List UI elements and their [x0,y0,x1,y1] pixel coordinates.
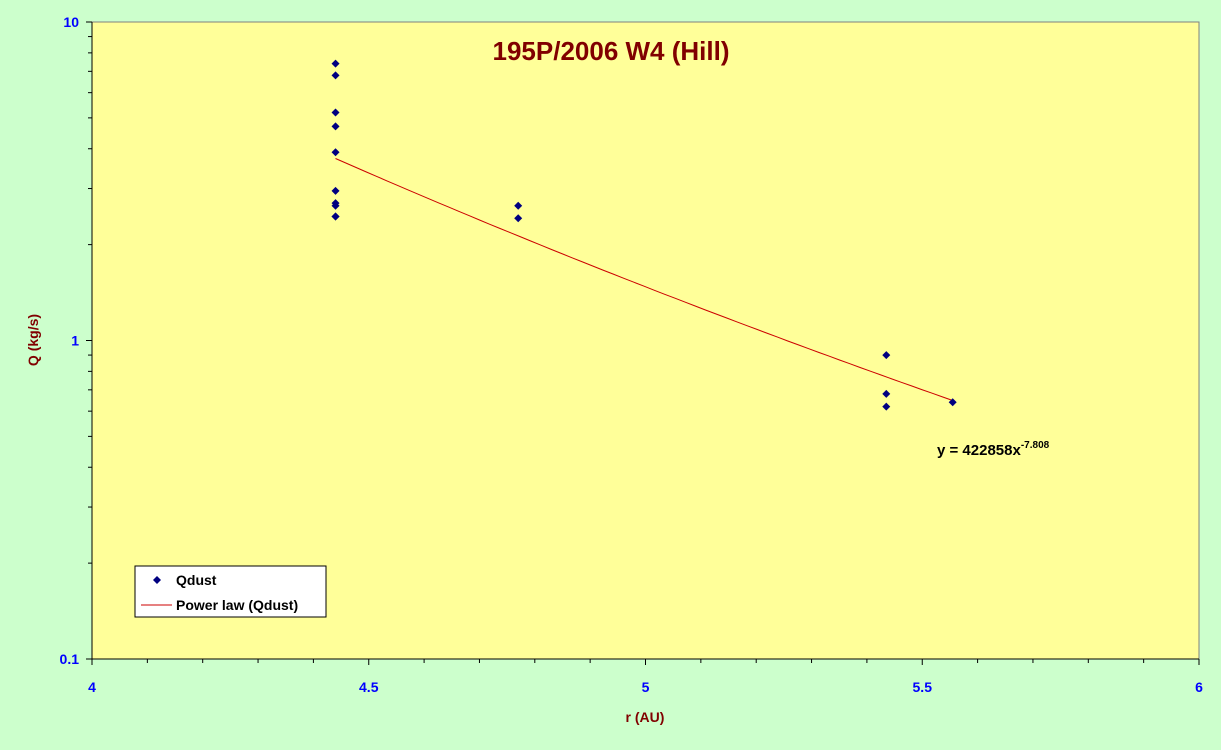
data-point [882,402,891,411]
trendline-equation-exponent: -7.808 [1021,440,1050,451]
y-tick-labels: 10 1 0.1 [60,14,80,667]
axes [86,21,1200,665]
legend-box [134,565,327,618]
data-point [331,108,340,117]
y-axis-title: Q (kg/s) [25,314,41,366]
x-tick-label: 4.5 [359,679,379,695]
data-point [331,71,340,80]
legend: Qdust Power law (Qdust) [134,565,327,618]
y-tick-label: 0.1 [60,651,80,667]
data-point [514,201,523,210]
data-point [331,148,340,157]
data-point [331,186,340,195]
legend-marker-qdust [153,576,161,584]
x-axis-title: r (AU) [626,709,665,725]
data-point [882,389,891,398]
legend-label-qdust: Qdust [176,572,217,588]
x-tick-label: 6 [1195,679,1203,695]
x-tick-label: 5.5 [913,679,933,695]
data-points [331,59,957,411]
trendline-equation-base: y = 422858x [937,442,1021,459]
data-point [514,214,523,223]
x-tick-labels: 4 4.5 5 5.5 6 [88,679,1203,695]
data-point [882,351,891,360]
chart-title: 195P/2006 W4 (Hill) [493,36,730,66]
plot-area [91,21,1200,660]
data-point [331,59,340,68]
data-point [331,201,340,210]
data-point [948,398,957,407]
data-point [331,212,340,221]
data-point [331,122,340,131]
power-law-trendline [335,158,953,401]
y-tick-label: 1 [71,333,79,349]
legend-label-power-law: Power law (Qdust) [176,597,298,613]
x-tick-label: 5 [642,679,650,695]
x-tick-label: 4 [88,679,96,695]
trendline-equation: y = 422858x-7.808 [937,440,1050,459]
y-tick-label: 10 [63,14,79,30]
